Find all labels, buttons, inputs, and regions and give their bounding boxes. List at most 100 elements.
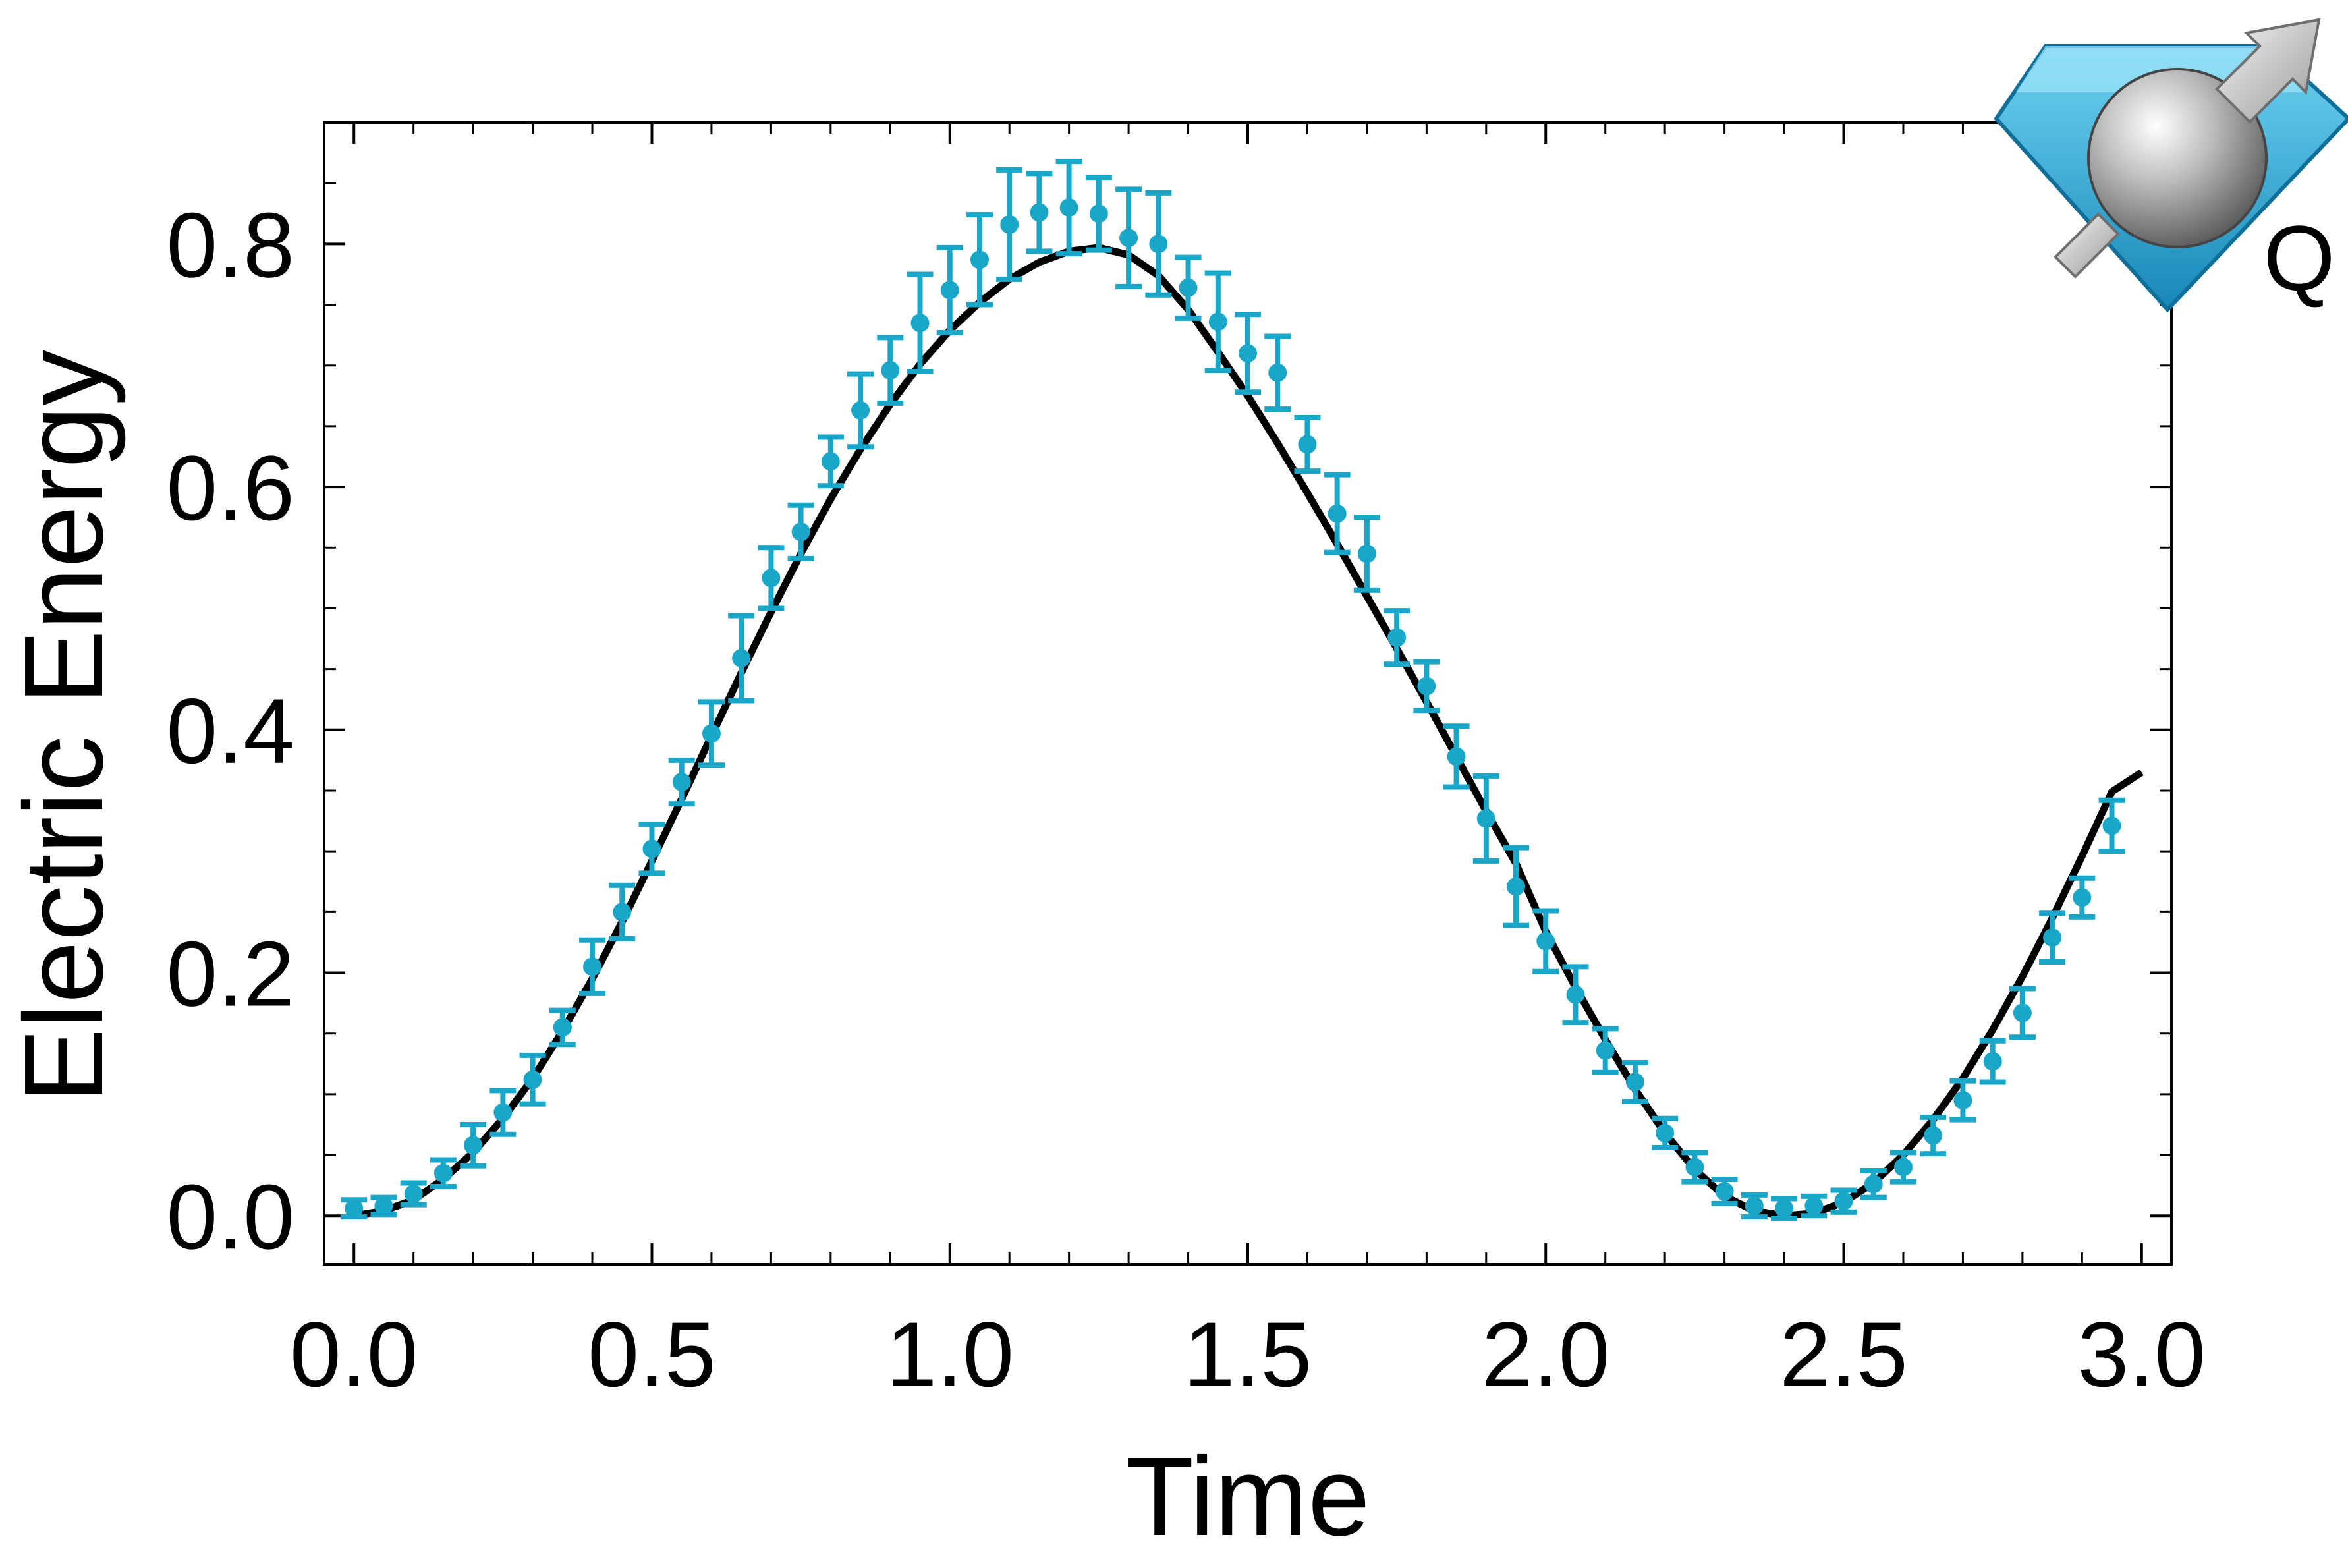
data-marker	[1268, 363, 1287, 382]
data-point	[1115, 186, 1142, 289]
data-point	[1384, 608, 1411, 667]
data-marker	[791, 522, 810, 542]
data-point	[1294, 414, 1321, 474]
data-marker	[1357, 544, 1376, 563]
y-axis-label: Electric Energy	[1, 350, 126, 1103]
data-marker	[1119, 229, 1138, 248]
data-point	[519, 1052, 546, 1107]
data-marker	[1089, 204, 1108, 223]
data-point	[877, 335, 904, 406]
data-point	[1741, 1192, 1768, 1220]
data-marker	[523, 1070, 542, 1089]
data-point	[1920, 1114, 1947, 1157]
data-marker	[732, 649, 751, 668]
data-point	[1204, 270, 1231, 374]
data-marker	[1656, 1123, 1675, 1142]
x-tick-label: 0.5	[588, 1302, 716, 1406]
data-point	[1055, 158, 1082, 257]
y-tick-label: 0.0	[166, 1165, 294, 1268]
data-marker	[1059, 198, 1078, 217]
data-point	[758, 545, 785, 611]
data-point	[1771, 1196, 1798, 1221]
data-point	[698, 699, 725, 768]
data-point	[609, 882, 636, 941]
data-marker	[345, 1199, 364, 1218]
data-point	[2009, 986, 2036, 1040]
data-marker	[2073, 888, 2092, 907]
data-point	[787, 502, 814, 561]
data-marker	[1924, 1126, 1943, 1145]
x-tick-label: 1.0	[885, 1302, 1014, 1406]
data-marker	[493, 1103, 513, 1122]
x-axis-label: Time	[1125, 1434, 1370, 1559]
plot-area	[323, 121, 2173, 1266]
data-point	[1413, 659, 1440, 714]
y-tick-label: 0.8	[166, 193, 294, 296]
data-point	[2039, 910, 2066, 965]
data-point	[996, 167, 1023, 282]
data-point	[966, 212, 993, 308]
data-point	[341, 1197, 368, 1220]
data-point	[817, 434, 844, 489]
data-point	[1562, 964, 1589, 1026]
data-point	[1592, 1026, 1619, 1075]
data-marker	[1000, 215, 1019, 234]
data-marker	[1476, 809, 1495, 828]
data-marker	[1149, 235, 1168, 254]
data-point	[1503, 845, 1530, 928]
data-marker	[1596, 1041, 1615, 1060]
data-point	[1979, 1038, 2006, 1085]
data-marker	[1328, 504, 1347, 523]
y-axis-ticks: 0.0 0.2 0.4 0.6 0.8	[166, 182, 2171, 1268]
data-marker	[970, 250, 989, 269]
data-point	[1443, 723, 1470, 790]
data-point	[460, 1121, 487, 1169]
y-tick-label: 0.4	[166, 679, 294, 783]
data-point	[638, 822, 665, 876]
diamond-qubit-logo-icon: Q	[1994, 18, 2348, 313]
data-point	[1830, 1187, 1857, 1215]
plot-frame	[323, 121, 2173, 1266]
data-marker	[1953, 1091, 1972, 1110]
x-axis-ticks: 0.0 0.5 1.0 1.5 2.0 2.5 3.0	[290, 123, 2206, 1406]
data-point	[1801, 1193, 1828, 1219]
y-tick-label: 0.2	[166, 922, 294, 1026]
data-point	[936, 244, 963, 335]
data-point	[668, 757, 695, 807]
data-point	[1264, 333, 1291, 412]
data-marker	[1208, 312, 1227, 331]
logo-arrow-tail	[2054, 212, 2120, 279]
data-marker	[1030, 203, 1049, 222]
data-point	[549, 1007, 576, 1048]
data-marker	[851, 401, 870, 420]
data-marker	[1507, 877, 1526, 896]
data-marker	[1566, 985, 1585, 1004]
data-point	[1860, 1168, 1887, 1200]
data-point	[907, 271, 934, 374]
data-point	[1472, 773, 1499, 864]
data-marker	[1298, 435, 1317, 454]
data-marker	[1864, 1175, 1883, 1194]
x-tick-label: 2.0	[1482, 1302, 1610, 1406]
data-marker	[433, 1163, 453, 1183]
data-marker	[1745, 1196, 1764, 1216]
data-point	[1532, 908, 1559, 974]
data-marker	[1179, 278, 1198, 297]
data-marker	[1387, 628, 1407, 647]
data-point	[1085, 174, 1112, 253]
data-point	[370, 1194, 397, 1218]
data-marker	[1775, 1199, 1794, 1218]
data-marker	[821, 452, 840, 471]
data-point	[400, 1180, 427, 1208]
data-point	[1949, 1078, 1976, 1123]
data-point	[1175, 254, 1202, 321]
data-point	[1353, 515, 1380, 593]
data-marker	[881, 361, 900, 380]
data-marker	[1239, 344, 1257, 363]
x-tick-label: 2.5	[1779, 1302, 1908, 1406]
data-marker	[2102, 816, 2121, 835]
data-point	[579, 937, 606, 996]
data-marker	[1685, 1158, 1704, 1177]
data-point	[1889, 1150, 1916, 1185]
data-marker	[1893, 1158, 1913, 1177]
